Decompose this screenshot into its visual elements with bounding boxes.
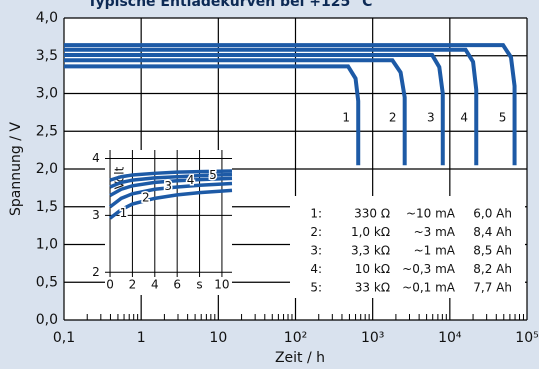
inset-x-tick-label: 6 — [173, 278, 181, 292]
y-tick-label: 0,0 — [36, 312, 58, 328]
x-tick-label: 10⁴ — [438, 330, 462, 346]
table-cell: ~0,1 mA — [402, 281, 456, 295]
table-cell: ~1 mA — [414, 244, 456, 258]
table-cell: 1: — [310, 207, 322, 221]
table-cell: 3: — [310, 244, 322, 258]
curve-label: 3 — [427, 111, 435, 125]
y-tick-label: 1,0 — [36, 237, 58, 253]
inset-x-tick-label: 4 — [151, 278, 159, 292]
curve-label: 2 — [389, 111, 397, 125]
table-cell: ~3 mA — [414, 225, 456, 239]
y-tick-label: 3,0 — [36, 86, 58, 102]
line — [64, 43, 517, 166]
table-cell: 8,5 Ah — [473, 244, 512, 258]
x-tick-label: 10 — [209, 330, 227, 346]
inset-y-tick-label: 3 — [92, 208, 100, 222]
table-cell: ~0,3 mA — [402, 262, 456, 276]
line — [109, 172, 233, 189]
inset-x-tick-label: 2 — [129, 278, 137, 292]
table-cell: 8,4 Ah — [473, 225, 512, 239]
line — [64, 64, 361, 166]
table-cell: 1,0 kΩ — [351, 225, 390, 239]
inset-curve-label: 2 — [142, 190, 150, 204]
curve-label: 4 — [460, 111, 468, 125]
table-cell: 4: — [310, 262, 322, 276]
chart-title: Typische Entladekurven bei +125 °C — [88, 0, 373, 10]
table-cell: 10 kΩ — [355, 262, 390, 276]
table-cell: 5: — [310, 281, 322, 295]
inset-curve-label: 1 — [120, 206, 128, 220]
curve-label: 1 — [342, 111, 350, 125]
table-box — [290, 196, 525, 298]
x-tick-label: 10³ — [361, 330, 384, 346]
y-tick-label: 0,5 — [36, 274, 58, 290]
line — [108, 188, 233, 220]
inset-y-tick-label: 2 — [92, 265, 100, 279]
line — [109, 176, 233, 198]
y-tick-label: 2,5 — [36, 123, 58, 139]
y-tick-label: 4,0 — [36, 10, 58, 26]
table-cell: 7,7 Ah — [473, 281, 512, 295]
table-cell: 3,3 kΩ — [351, 244, 390, 258]
x-tick-label: 10² — [284, 330, 307, 346]
line — [108, 181, 233, 209]
table-cell: 8,2 Ah — [473, 262, 512, 276]
y-tick-label: 3,5 — [36, 48, 58, 64]
x-tick-label: 0,1 — [53, 330, 75, 346]
table-cell: ~10 mA — [406, 207, 456, 221]
line — [64, 58, 407, 166]
line — [109, 169, 233, 182]
inset-y-tick-label: 4 — [92, 151, 100, 165]
table-cell: 6,0 Ah — [473, 207, 512, 221]
table-cell: 33 kΩ — [355, 281, 390, 295]
line — [64, 47, 479, 166]
x-tick-label: 1 — [137, 330, 146, 346]
curve-label: 5 — [499, 111, 507, 125]
inset-curve-label: 4 — [187, 173, 195, 187]
y-tick-label: 2,0 — [36, 161, 58, 177]
inset-x-tick-label: 0 — [106, 278, 114, 292]
table-cell: 2: — [310, 225, 322, 239]
y-tick-label: 1,5 — [36, 199, 58, 215]
x-axis-label: Zeit / h — [275, 350, 325, 366]
line — [64, 52, 445, 166]
table-cell: 330 Ω — [354, 207, 390, 221]
inset-curve-label: 3 — [164, 179, 172, 193]
y-axis-label: Spannung / V — [8, 122, 24, 216]
inset-x-tick-label: s — [196, 278, 202, 292]
inset-x-tick-label: 10 — [214, 278, 229, 292]
x-tick-label: 10⁵ — [515, 330, 538, 346]
inset-curve-label: 5 — [209, 168, 217, 182]
